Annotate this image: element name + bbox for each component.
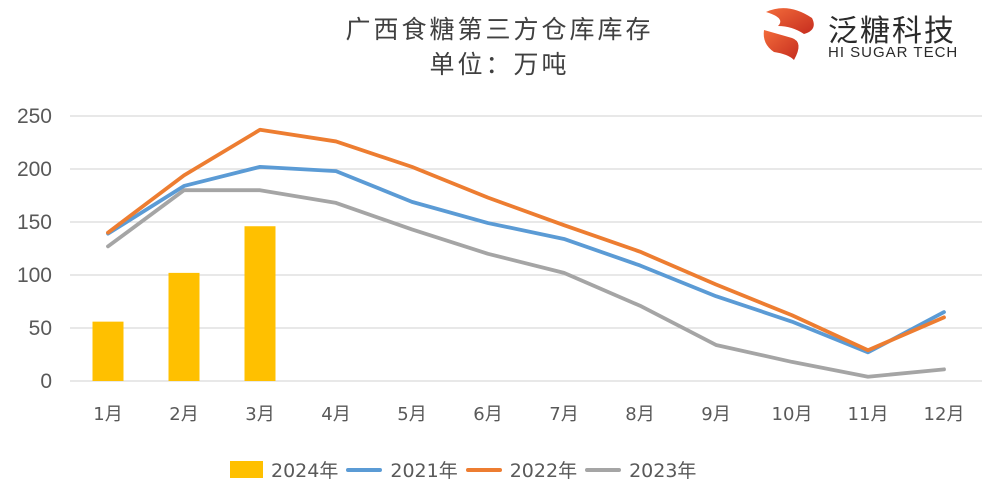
line-series-2022年 xyxy=(106,127,946,353)
x-tick-label: 7月 xyxy=(549,404,578,425)
y-tick-label: 50 xyxy=(29,317,52,340)
legend-label: 2024年 xyxy=(271,460,339,482)
legend-item: 2021年 xyxy=(346,456,458,483)
legend-label: 2023年 xyxy=(629,460,697,482)
x-tick-label: 11月 xyxy=(848,404,889,425)
legend-line-swatch-icon xyxy=(465,467,502,472)
legend-item: 2023年 xyxy=(585,456,696,483)
legend-bar-swatch-icon xyxy=(230,461,263,478)
x-tick-label: 5月 xyxy=(397,404,426,425)
x-tick-label: 10月 xyxy=(772,404,813,425)
legend-line-swatch-icon xyxy=(346,467,383,472)
logo-name-en: HI SUGAR TECH xyxy=(828,44,959,61)
logo-name-cn: 泛糖科技 xyxy=(828,14,956,49)
y-tick-label: 100 xyxy=(17,264,52,287)
bar-2024年-1月 xyxy=(92,321,124,381)
x-tick-label: 9月 xyxy=(701,404,730,425)
legend: 2024年 2021年 2022年 2023年 xyxy=(230,456,704,483)
y-tick-label: 200 xyxy=(17,158,52,181)
brand-logo: 泛糖科技 HI SUGAR TECH xyxy=(758,4,998,64)
x-tick-label: 2月 xyxy=(169,404,198,425)
x-tick-label: 3月 xyxy=(245,404,274,425)
chart-subtitle: 单位：万吨 xyxy=(429,50,570,79)
legend-item: 2024年 xyxy=(230,456,338,483)
x-tick-label: 8月 xyxy=(625,404,654,425)
legend-label: 2022年 xyxy=(509,460,578,482)
legend-item: 2022年 xyxy=(465,456,578,483)
y-tick-label: 0 xyxy=(40,370,52,393)
bar-2024年-3月 xyxy=(244,226,276,381)
x-tick-label: 1月 xyxy=(93,404,122,425)
y-tick-label: 150 xyxy=(17,211,52,234)
chart-title: 广西食糖第三方仓库库存 xyxy=(345,15,654,44)
legend-line-swatch-icon xyxy=(585,467,622,472)
x-tick-label: 4月 xyxy=(321,404,350,425)
line-series-2023年 xyxy=(106,188,946,379)
x-tick-label: 6月 xyxy=(473,404,502,425)
bar-2024年-2月 xyxy=(168,272,200,381)
line-series-2021年 xyxy=(106,164,946,355)
legend-label: 2021年 xyxy=(390,460,458,482)
y-tick-label: 250 xyxy=(17,105,52,128)
logo-mark-icon xyxy=(763,8,814,60)
x-tick-label: 12月 xyxy=(924,404,965,425)
